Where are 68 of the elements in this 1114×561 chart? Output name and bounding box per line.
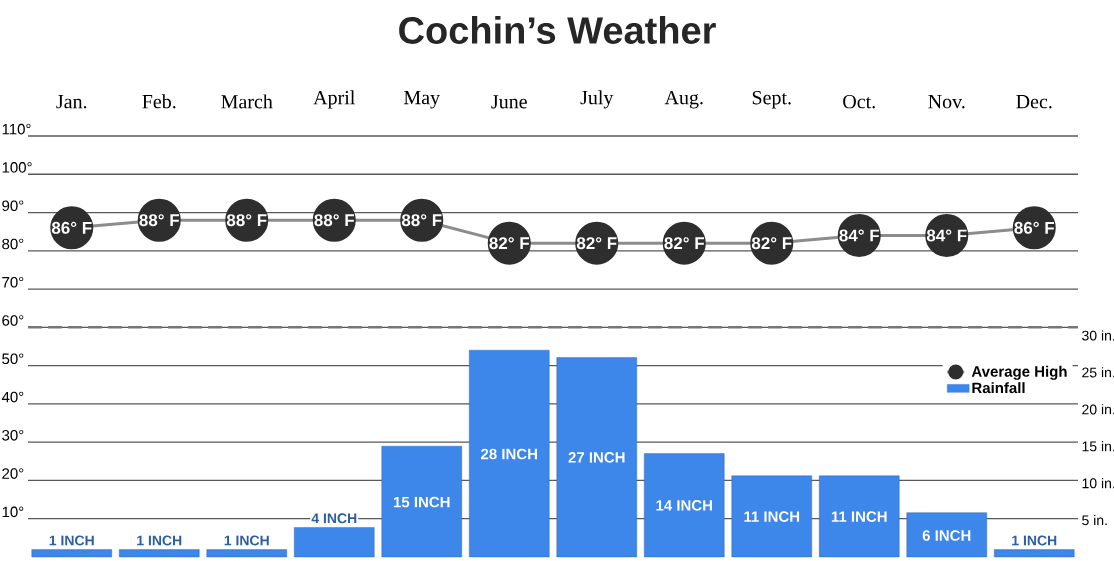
y2-tick-label: 10 in. [1082,477,1114,489]
data-label: 11 INCH [744,511,800,522]
data-label: 1 INCH [1012,535,1057,546]
data-label: 6 INCH [922,530,971,541]
bar [206,549,287,558]
bar [819,475,900,558]
data-label: 88° F [401,214,442,227]
y2-tick-label: 5 in. [1082,514,1107,526]
y-tick-label: 20° [2,468,24,479]
x-tick-label: Dec. [1016,95,1052,109]
x-tick-label: Oct. [843,94,875,109]
data-label: 1 INCH [137,535,182,546]
y2-tick-label: 25 in. [1082,367,1114,378]
bar [469,349,550,558]
x-tick-label: March [221,94,273,109]
data-label: 11 INCH [831,511,887,522]
chart-title: Cochin’s Weather [399,16,716,44]
x-tick-label: April [313,90,355,109]
data-label: 84° F [926,229,967,242]
data-label: 27 INCH [568,452,625,463]
legend-label: Rainfall [972,382,1025,394]
bar [119,549,200,558]
data-label: 82° F [576,237,617,250]
y-tick-label: 30° [2,430,24,441]
data-label: 88° F [314,214,355,227]
bar [906,512,987,558]
data-label: 1 INCH [49,535,94,546]
data-label: 86° F [1014,221,1055,234]
y2-tick-label: 20 in. [1082,404,1114,415]
legend-label: Average High [971,365,1067,380]
x-tick-label: Aug. [664,90,703,109]
y-tick-label: 100° [2,162,32,173]
y2-tick-label: 15 in. [1082,441,1114,452]
bar [556,357,637,558]
y-tick-label: 10° [2,506,24,518]
bar [381,446,462,558]
bar [731,475,812,558]
x-tick-label: July [580,90,614,109]
x-tick-label: May [404,91,441,109]
data-label: 28 INCH [481,448,537,460]
data-label: 86° F [51,221,92,234]
bar [994,549,1075,558]
y-tick-label: 50° [2,353,24,365]
y-tick-label: 40° [1,391,24,403]
data-label: 84° F [839,229,880,242]
data-label: 1 INCH [224,535,269,546]
data-label: 82° F [751,237,792,250]
data-label: 14 INCH [656,500,712,511]
x-tick-label: Feb. [142,94,176,109]
x-tick-label: June [491,95,527,109]
bar [294,527,375,558]
y2-tick-label: 30 in. [1082,330,1114,341]
data-label: 82° F [664,237,705,250]
data-label: 4 INCH [311,513,357,524]
x-tick-label: Jan. [56,95,87,109]
y-tick-label: 70° [2,276,24,288]
bar [31,549,112,558]
y-tick-label: 60° [2,315,24,326]
data-label: 82° F [489,237,530,250]
x-tick-label: Nov. [928,95,965,109]
data-label: 88° F [226,214,267,227]
y-tick-label: 110° [2,123,31,135]
x-tick-label: Sept. [752,90,791,109]
y-tick-label: 90° [2,200,24,211]
y-tick-label: 80° [2,238,24,250]
bar [644,453,725,558]
data-label: 15 INCH [393,496,450,508]
data-label: 88° F [139,214,180,227]
